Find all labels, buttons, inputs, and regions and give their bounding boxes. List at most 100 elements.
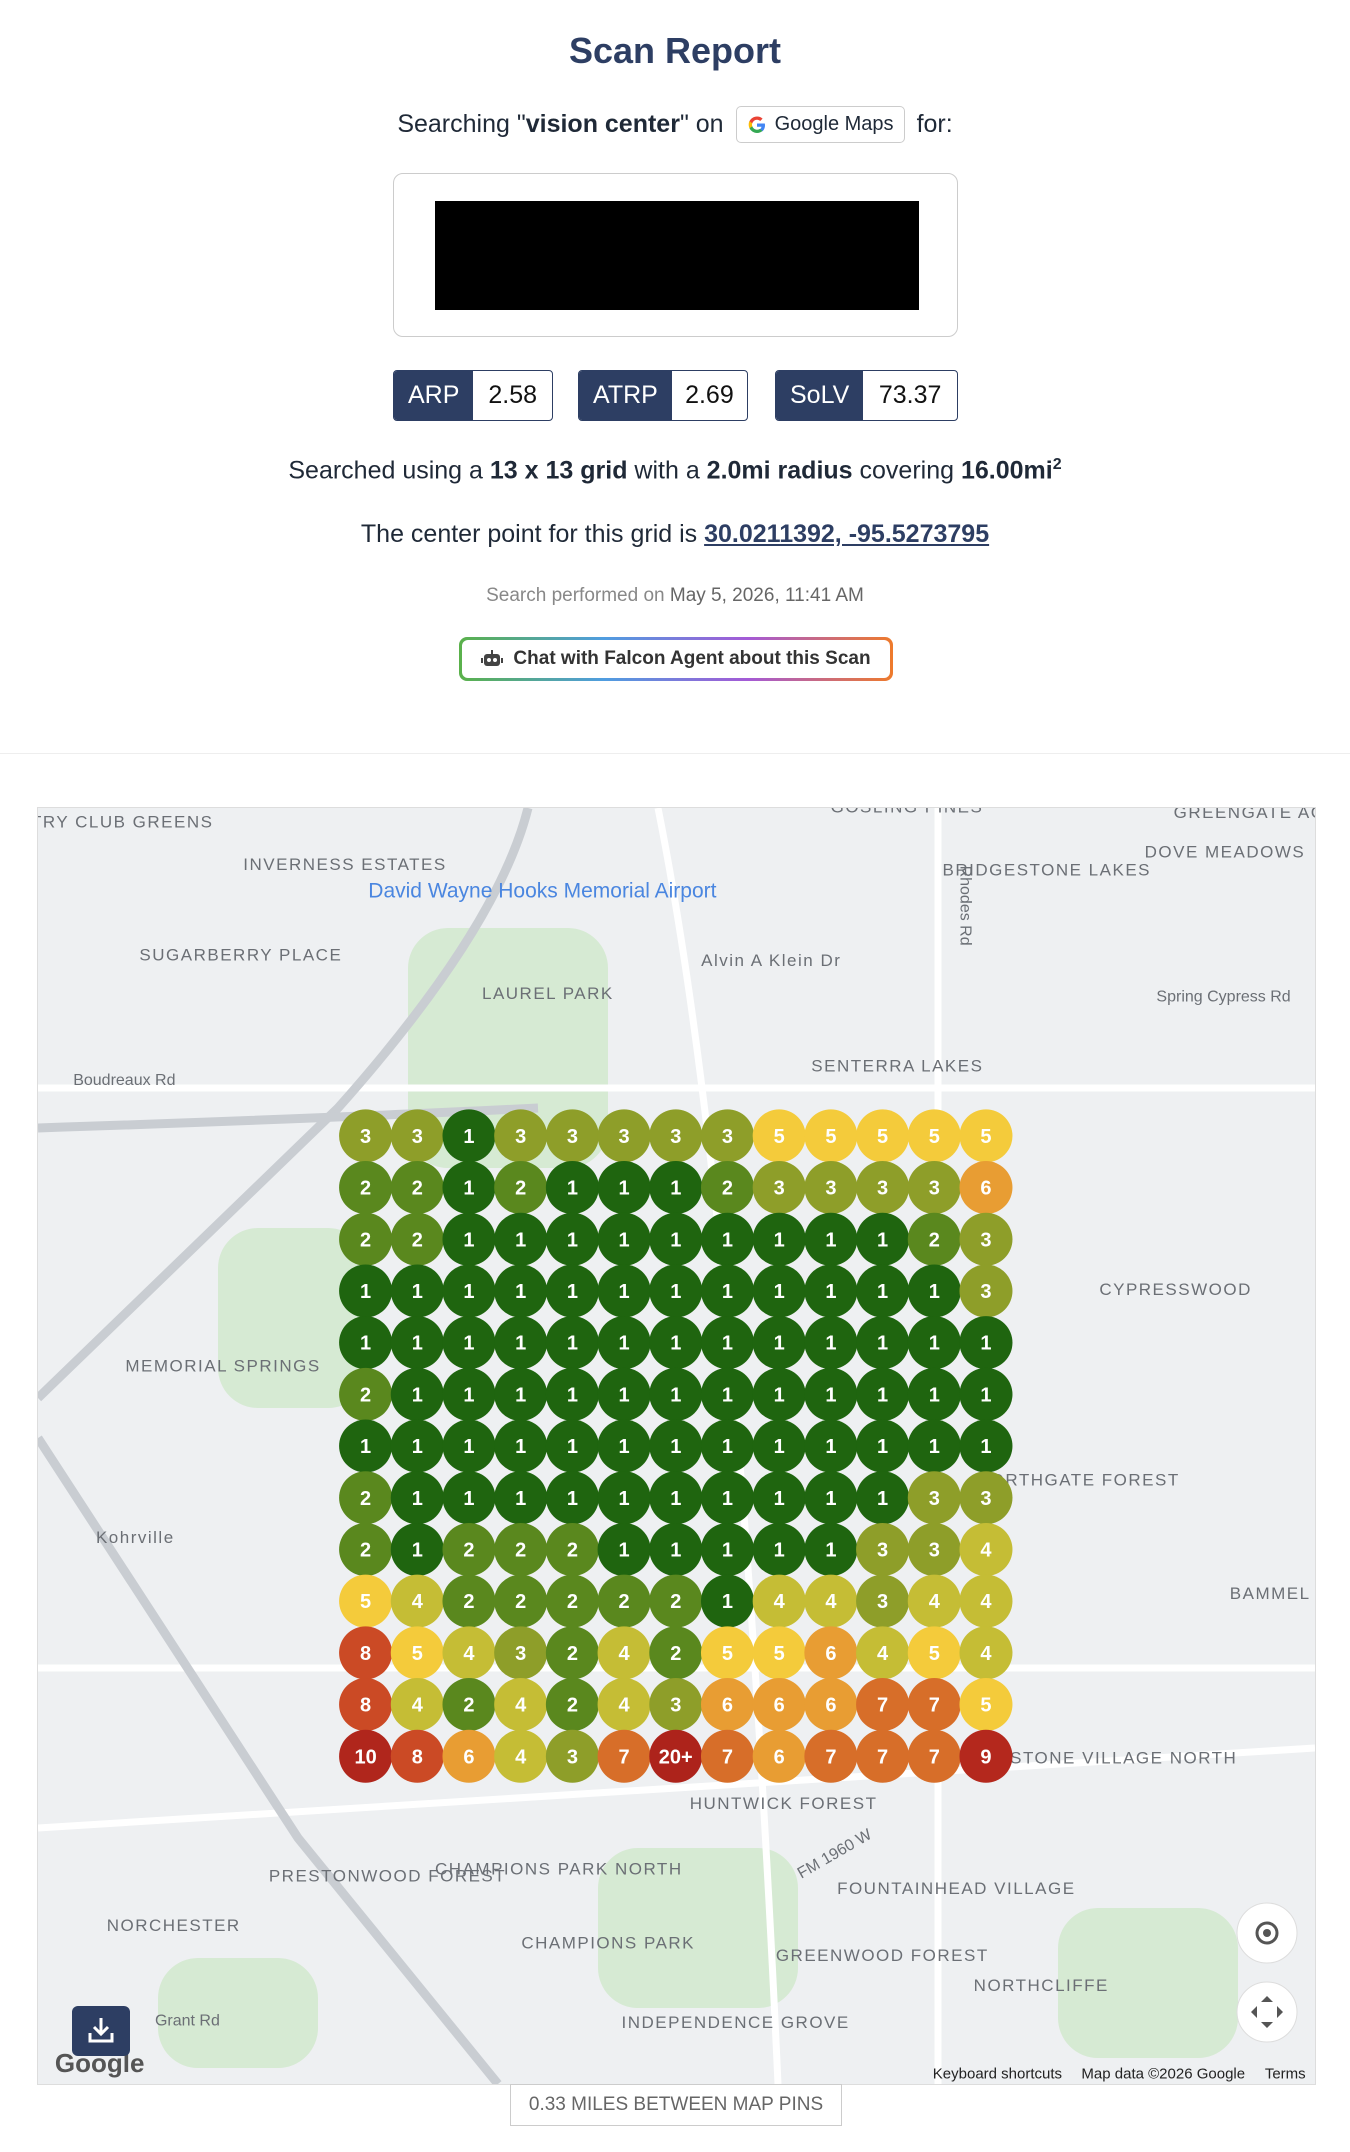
rank-label: 1 (567, 1488, 578, 1510)
rank-label: 6 (774, 1746, 785, 1768)
rank-label: 5 (929, 1126, 940, 1148)
rank-pin (442, 1367, 496, 1421)
map-label: David Wayne Hooks Memorial Airport (368, 879, 716, 902)
rank-label: 1 (722, 1539, 733, 1561)
rank-label: 1 (515, 1384, 526, 1406)
rank-label: 7 (825, 1746, 836, 1768)
rank-label: 1 (825, 1384, 836, 1406)
fullscreen-button[interactable] (1236, 1981, 1298, 2043)
rank-label: 1 (670, 1488, 681, 1510)
rank-label: 1 (412, 1539, 423, 1561)
rank-pin (907, 1316, 961, 1370)
map-label: Spring Cypress Rd (1156, 989, 1290, 1006)
map-label: FOUNTAINHEAD VILLAGE (837, 1879, 1075, 1898)
rank-label: 1 (774, 1436, 785, 1458)
chat-button[interactable]: Chat with Falcon Agent about this Scan (459, 637, 893, 681)
rank-label: 1 (877, 1229, 888, 1251)
rank-pin (804, 1678, 858, 1732)
map-label: INDEPENDENCE GROVE (622, 2013, 850, 2032)
map-label: GOSLING PINES (831, 807, 984, 816)
rank-label: 5 (774, 1643, 785, 1665)
rank-pin (442, 1522, 496, 1576)
rank-pin (339, 1161, 393, 1215)
rank-label: 2 (515, 1539, 526, 1561)
rank-label: 1 (670, 1333, 681, 1355)
rank-pin (752, 1264, 806, 1318)
rank-pin (494, 1522, 548, 1576)
rank-pin (804, 1574, 858, 1628)
rank-pin (856, 1316, 910, 1370)
map-label: Kohrville (96, 1528, 175, 1547)
rank-label: 1 (722, 1384, 733, 1406)
rank-pin (390, 1419, 444, 1473)
rank-pin (339, 1471, 393, 1525)
rank-label: 1 (567, 1229, 578, 1251)
rank-label: 2 (360, 1488, 371, 1510)
rank-pin (339, 1522, 393, 1576)
rank-label: 1 (463, 1488, 474, 1510)
coords-link[interactable]: 30.0211392, -95.5273795 (704, 520, 990, 548)
rank-pin (700, 1316, 754, 1370)
rank-label: 2 (515, 1178, 526, 1200)
rank-pin (339, 1212, 393, 1266)
map-attribution: Keyboard shortcuts (933, 2065, 1062, 2082)
rank-pin (752, 1729, 806, 1783)
rank-label: 1 (877, 1281, 888, 1303)
rank-label: 1 (774, 1333, 785, 1355)
rank-label: 7 (877, 1746, 888, 1768)
rank-label: 1 (722, 1281, 733, 1303)
rank-label: 1 (825, 1281, 836, 1303)
rank-pin (856, 1678, 910, 1732)
rank-pin (390, 1316, 444, 1370)
rank-label: 1 (619, 1436, 630, 1458)
rank-pin (339, 1316, 393, 1370)
rank-label: 5 (360, 1591, 371, 1613)
rank-label: 3 (515, 1126, 526, 1148)
rank-label: 1 (619, 1488, 630, 1510)
platform-chip[interactable]: Google Maps (735, 106, 905, 143)
rank-label: 1 (463, 1281, 474, 1303)
rank-pin (649, 1522, 703, 1576)
rank-pin (752, 1419, 806, 1473)
rank-pin (907, 1367, 961, 1421)
rank-pin (752, 1626, 806, 1680)
rank-label: 1 (825, 1333, 836, 1355)
map-label: BAMMEL (1230, 1584, 1311, 1603)
rank-pin (545, 1678, 599, 1732)
rank-label: 1 (619, 1229, 630, 1251)
rank-label: 3 (722, 1126, 733, 1148)
rank-label: 2 (567, 1539, 578, 1561)
rank-label: 5 (929, 1643, 940, 1665)
business-box (393, 173, 958, 337)
rank-pin (959, 1626, 1013, 1680)
rank-pin (494, 1367, 548, 1421)
platform-name: Google Maps (774, 113, 894, 135)
rank-pin (959, 1109, 1013, 1163)
rank-label: 2 (515, 1591, 526, 1613)
rank-pin (649, 1626, 703, 1680)
rank-label: 1 (722, 1436, 733, 1458)
rank-label: 1 (929, 1384, 940, 1406)
rank-pin (649, 1264, 703, 1318)
rank-label: 1 (619, 1178, 630, 1200)
rank-label: 7 (877, 1695, 888, 1717)
rank-pin (959, 1161, 1013, 1215)
rank-label: 3 (670, 1695, 681, 1717)
map-attribution: Map data ©2026 Google (1081, 2065, 1245, 2082)
rank-pin (856, 1109, 910, 1163)
rank-label: 3 (670, 1126, 681, 1148)
search-line: Searching " vision center " on Google Maps… (0, 106, 1350, 143)
rank-pin (752, 1212, 806, 1266)
rank-pin (907, 1212, 961, 1266)
rank-label: 1 (515, 1333, 526, 1355)
rank-pin (959, 1729, 1013, 1783)
rank-label: 2 (722, 1178, 733, 1200)
rank-label: 3 (567, 1746, 578, 1768)
rank-pin (339, 1678, 393, 1732)
rank-label: 5 (980, 1695, 991, 1717)
map-label: NORCHESTER (107, 1916, 241, 1935)
rank-pin (649, 1678, 703, 1732)
rank-label: 3 (825, 1178, 836, 1200)
rank-label: 4 (877, 1643, 889, 1665)
rank-label: 1 (670, 1384, 681, 1406)
